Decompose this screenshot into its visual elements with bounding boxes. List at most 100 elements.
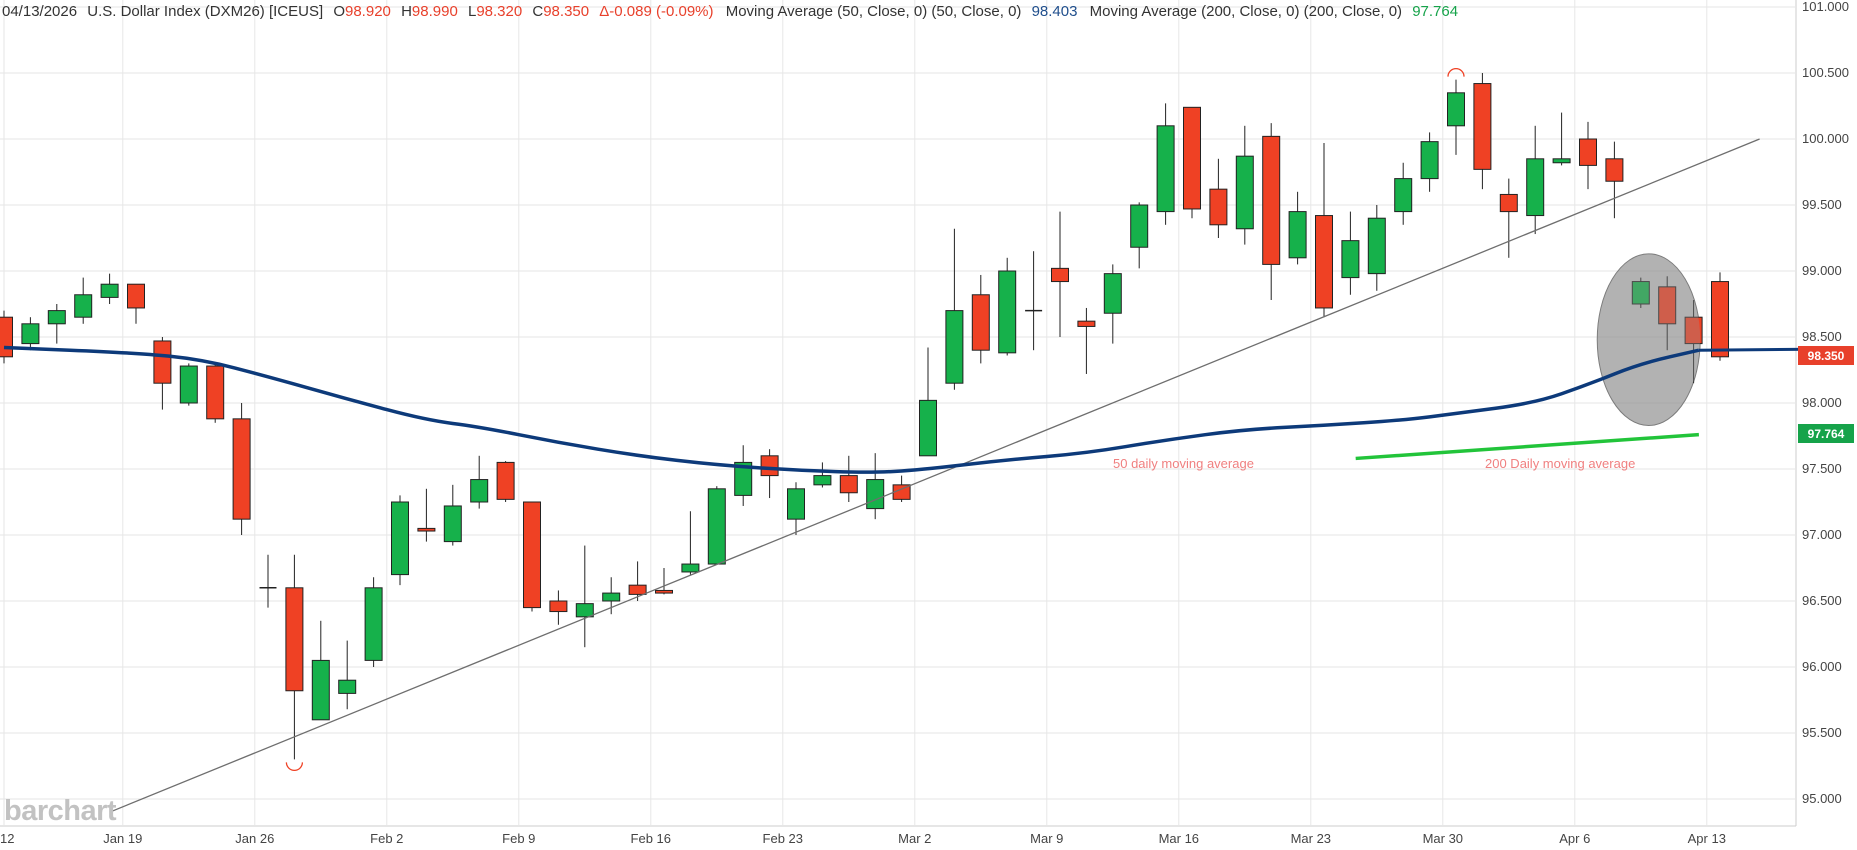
candle bbox=[787, 482, 805, 535]
header-open-value: 98.920 bbox=[345, 3, 391, 20]
candle bbox=[1684, 300, 1703, 384]
candle-body bbox=[443, 505, 462, 543]
candle-body bbox=[179, 365, 198, 404]
candle bbox=[734, 445, 753, 506]
candle bbox=[0, 310, 13, 364]
header-close-value: 98.350 bbox=[543, 3, 589, 20]
candle-body bbox=[1579, 138, 1597, 166]
ma50-line bbox=[3, 345, 1700, 474]
header-ma50-label: Moving Average (50, Close, 0) (50, Close… bbox=[726, 3, 1022, 20]
candle-body bbox=[470, 479, 489, 503]
y-tick-label: 97.000 bbox=[1802, 527, 1842, 542]
candle bbox=[285, 554, 304, 760]
candle-body bbox=[100, 283, 119, 298]
candle bbox=[1552, 112, 1571, 166]
header-low-value: 98.320 bbox=[476, 3, 522, 20]
x-tick-label: Mar 9 bbox=[1030, 831, 1063, 846]
candle-body bbox=[1077, 320, 1096, 327]
candle-body bbox=[1526, 158, 1545, 217]
candle bbox=[1711, 272, 1729, 361]
candle-body bbox=[1711, 281, 1729, 358]
barchart-logo: barchart bbox=[4, 795, 117, 827]
header-high-label: H bbox=[401, 3, 412, 20]
x-tick-label: Feb 2 bbox=[370, 831, 403, 846]
candle-body bbox=[1447, 92, 1465, 127]
candle bbox=[760, 449, 779, 499]
candle bbox=[100, 273, 119, 304]
x-tick-label: Mar 23 bbox=[1291, 831, 1331, 846]
candle-body bbox=[681, 563, 700, 573]
ma200-line bbox=[1355, 432, 1700, 461]
candle bbox=[74, 277, 93, 324]
chart-grid bbox=[0, 0, 1797, 827]
candle-body bbox=[787, 488, 805, 520]
candle-body bbox=[1235, 155, 1254, 230]
candle bbox=[1420, 132, 1439, 192]
candle-body bbox=[496, 461, 515, 500]
candle bbox=[1315, 142, 1333, 318]
candle bbox=[1367, 205, 1386, 291]
last-price-tag: 98.350 bbox=[1798, 346, 1854, 365]
candle bbox=[1288, 191, 1307, 265]
candle-body bbox=[1605, 158, 1624, 182]
y-tick-label: 98.000 bbox=[1802, 395, 1842, 410]
x-tick-label: Feb 9 bbox=[502, 831, 535, 846]
candle bbox=[1526, 125, 1545, 235]
x-tick-label: 12 bbox=[0, 831, 14, 846]
candle bbox=[1103, 264, 1122, 344]
candle-body bbox=[1156, 125, 1175, 213]
y-tick-label: 96.000 bbox=[1802, 659, 1842, 674]
header-ma200-value: 97.764 bbox=[1412, 3, 1458, 20]
candle bbox=[1341, 211, 1360, 295]
candle-body bbox=[602, 592, 621, 602]
candle-body bbox=[707, 488, 726, 565]
candle bbox=[1025, 251, 1043, 351]
candle bbox=[655, 568, 673, 595]
candle-body bbox=[1367, 217, 1386, 275]
candle-body bbox=[628, 584, 647, 595]
candle bbox=[232, 403, 251, 535]
x-tick-label: Mar 30 bbox=[1423, 831, 1463, 846]
x-tick-label: Apr 13 bbox=[1688, 831, 1726, 846]
candle-body bbox=[285, 587, 304, 692]
candle bbox=[1051, 211, 1069, 337]
candle bbox=[1077, 307, 1096, 374]
last-price-label: 98.350 bbox=[1808, 349, 1845, 363]
candle bbox=[945, 228, 964, 390]
candle bbox=[1156, 103, 1175, 225]
header-ma200-label: Moving Average (200, Close, 0) (200, Clo… bbox=[1090, 3, 1402, 20]
header-close-label: C bbox=[532, 3, 543, 20]
candle-body bbox=[417, 527, 436, 532]
candle bbox=[1130, 202, 1149, 269]
x-tick-label: Apr 6 bbox=[1559, 831, 1590, 846]
y-tick-label: 98.500 bbox=[1802, 329, 1842, 344]
candle bbox=[1447, 79, 1465, 155]
candle-body bbox=[1103, 273, 1122, 314]
candle-body bbox=[311, 659, 330, 721]
candle bbox=[575, 545, 594, 648]
candle-body bbox=[1658, 286, 1677, 325]
y-tick-label: 100.500 bbox=[1802, 65, 1849, 80]
candle-body bbox=[1473, 83, 1492, 170]
x-tick-label: Mar 2 bbox=[898, 831, 931, 846]
y-axis: 101.000 100.500 100.000 99.500 99.000 98.500 9… bbox=[1802, 0, 1849, 806]
y-tick-label: 99.000 bbox=[1802, 263, 1842, 278]
candle-body bbox=[1684, 316, 1703, 345]
candle-body bbox=[866, 479, 885, 510]
candle-body bbox=[760, 455, 779, 477]
candle-body bbox=[1552, 158, 1571, 164]
candle-body bbox=[0, 316, 13, 358]
candle bbox=[1605, 141, 1624, 219]
x-tick-label: Jan 26 bbox=[235, 831, 274, 846]
candle bbox=[206, 363, 225, 423]
candle-body bbox=[1341, 240, 1360, 279]
candle-body bbox=[153, 340, 172, 384]
y-tick-label: 96.500 bbox=[1802, 593, 1842, 608]
candle-body bbox=[1631, 281, 1650, 305]
candle bbox=[311, 620, 330, 721]
candle-body bbox=[575, 603, 594, 618]
candle bbox=[1262, 123, 1281, 301]
candle bbox=[1658, 276, 1677, 351]
candle bbox=[496, 461, 515, 502]
